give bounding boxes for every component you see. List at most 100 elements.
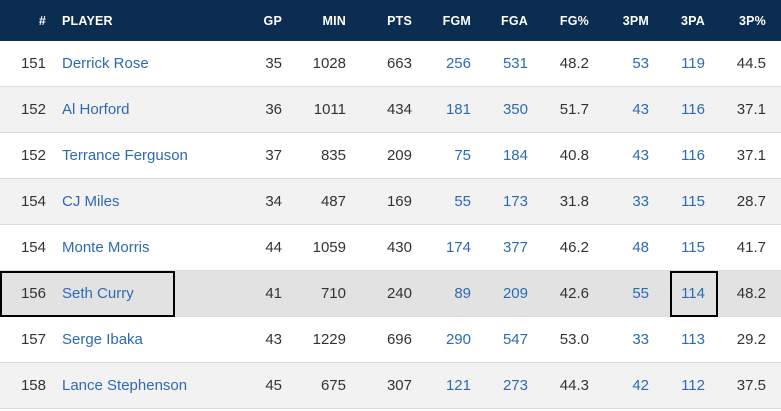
3pa-link[interactable]: 119 [681,55,705,72]
3p-pct-cell: 28.7 [736,193,766,210]
fga-link[interactable]: 273 [502,377,528,394]
gp-cell: 36 [265,101,282,118]
min-cell: 487 [320,193,346,210]
table-row: 154 CJ Miles 34 487 169 55 173 31.8 33 1… [0,179,781,225]
fgm-link[interactable]: 181 [445,101,471,118]
3pm-link[interactable]: 43 [632,101,649,118]
3pm-link[interactable]: 43 [632,147,649,164]
rank-cell: 154 [20,193,46,210]
3pa-link[interactable]: 115 [681,193,705,210]
rank-cell: 158 [20,377,46,394]
rank-cell: 152 [20,101,46,118]
min-cell: 710 [320,285,346,302]
fgm-link[interactable]: 121 [445,377,471,394]
table-row: 152 Terrance Ferguson 37 835 209 75 184 … [0,133,781,179]
fgm-link[interactable]: 256 [445,55,471,72]
header-min[interactable]: MIN [322,13,346,28]
fg-pct-cell: 48.2 [559,55,589,72]
fga-link[interactable]: 350 [502,101,528,118]
gp-cell: 41 [265,285,282,302]
min-cell: 1229 [312,331,346,348]
player-link[interactable]: Al Horford [62,101,130,118]
3p-pct-cell: 41.7 [736,239,766,256]
player-link[interactable]: Serge Ibaka [62,331,143,348]
3pa-link[interactable]: 114 [681,285,705,302]
header-3p-pct[interactable]: 3P% [738,13,766,28]
fgm-link[interactable]: 174 [445,239,471,256]
3p-pct-cell: 44.5 [736,55,766,72]
3pa-link[interactable]: 115 [681,239,705,256]
table-row: 152 Al Horford 36 1011 434 181 350 51.7 … [0,87,781,133]
fg-pct-cell: 53.0 [559,331,589,348]
3pa-link[interactable]: 116 [681,147,705,164]
header-pts[interactable]: PTS [387,13,412,28]
player-link[interactable]: Terrance Ferguson [62,147,188,164]
pts-cell: 696 [386,331,412,348]
fga-link[interactable]: 209 [502,285,528,302]
min-cell: 1059 [312,239,346,256]
player-link[interactable]: CJ Miles [62,193,120,210]
pts-cell: 240 [386,285,412,302]
header-fga[interactable]: FGA [501,13,528,28]
3p-pct-cell: 37.1 [736,101,766,118]
pts-cell: 209 [386,147,412,164]
header-fg-pct[interactable]: FG% [559,13,589,28]
fga-link[interactable]: 531 [502,55,528,72]
table-header: # PLAYER GP MIN PTS FGM FGA FG% 3PM 3PA … [0,0,781,41]
pts-cell: 430 [386,239,412,256]
fgm-link[interactable]: 290 [445,331,471,348]
table-row: 154 Monte Morris 44 1059 430 174 377 46.… [0,225,781,271]
fg-pct-cell: 44.3 [559,377,589,394]
fga-link[interactable]: 547 [502,331,528,348]
3pm-link[interactable]: 53 [632,55,649,72]
gp-cell: 35 [265,55,282,72]
3p-pct-cell: 48.2 [736,285,766,302]
table-row: 151 Derrick Rose 35 1028 663 256 531 48.… [0,41,781,87]
min-cell: 1011 [313,101,346,118]
table-body: 151 Derrick Rose 35 1028 663 256 531 48.… [0,41,781,409]
pts-cell: 307 [386,377,412,394]
rank-cell: 152 [20,147,46,164]
pts-cell: 663 [386,55,412,72]
player-link[interactable]: Derrick Rose [62,55,149,72]
3pm-link[interactable]: 33 [632,331,649,348]
player-link[interactable]: Lance Stephenson [62,377,188,394]
header-player[interactable]: PLAYER [62,13,113,28]
header-gp[interactable]: GP [263,13,282,28]
fg-pct-cell: 40.8 [559,147,589,164]
gp-cell: 44 [265,239,282,256]
fg-pct-cell: 31.8 [559,193,589,210]
3pm-link[interactable]: 48 [632,239,649,256]
table-row: 157 Serge Ibaka 43 1229 696 290 547 53.0… [0,317,781,363]
fg-pct-cell: 46.2 [559,239,589,256]
3pm-link[interactable]: 55 [632,285,649,302]
rank-cell: 151 [20,55,46,72]
table-row: 156 Seth Curry 41 710 240 89 209 42.6 55… [0,271,781,317]
header-rank[interactable]: # [38,13,46,28]
3pm-link[interactable]: 42 [632,377,649,394]
3pa-link[interactable]: 116 [681,101,705,118]
table-row: 158 Lance Stephenson 45 675 307 121 273 … [0,363,781,409]
3pa-link[interactable]: 113 [681,331,705,348]
fga-link[interactable]: 377 [502,239,528,256]
header-3pm[interactable]: 3PM [622,13,649,28]
fga-link[interactable]: 184 [502,147,528,164]
rank-cell: 154 [20,239,46,256]
3pa-link[interactable]: 112 [681,377,705,394]
player-link[interactable]: Seth Curry [62,285,134,302]
fgm-link[interactable]: 75 [454,147,471,164]
fgm-link[interactable]: 89 [454,285,471,302]
min-cell: 835 [320,147,346,164]
fg-pct-cell: 51.7 [559,101,589,118]
fgm-link[interactable]: 55 [454,193,471,210]
3p-pct-cell: 37.5 [736,377,766,394]
gp-cell: 34 [265,193,282,210]
fga-link[interactable]: 173 [502,193,528,210]
header-3pa[interactable]: 3PA [681,13,705,28]
3pm-link[interactable]: 33 [632,193,649,210]
pts-cell: 169 [386,193,412,210]
header-fgm[interactable]: FGM [442,13,471,28]
rank-cell: 157 [20,331,46,348]
player-link[interactable]: Monte Morris [62,239,150,256]
